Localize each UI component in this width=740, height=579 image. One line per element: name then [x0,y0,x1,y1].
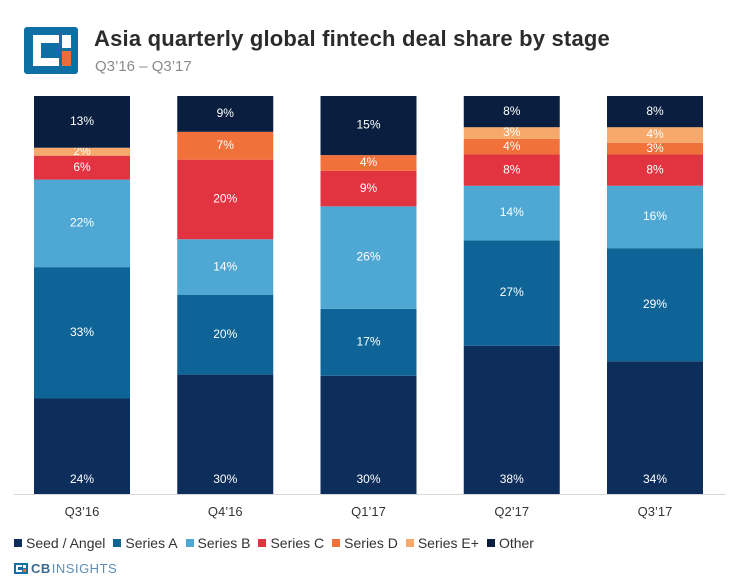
category-label-1: Q3’16 [65,504,100,519]
data-label-other-1: 13% [70,114,94,128]
category-label-3: Q1’17 [351,504,386,519]
bar-segment-series-b-1 [34,179,130,268]
data-label-series-e-5: 4% [646,127,664,141]
bar-segment-series-a-4 [463,240,560,346]
legend-item-other: Other [486,535,534,551]
bar-segment-series-c-4 [463,154,560,186]
bar-segment-series-b-5 [607,185,703,249]
brand-footer: CB INSIGHTS [14,561,117,576]
legend-label-series-a: Series A [125,535,178,551]
legend-swatch-series-d [332,539,341,547]
legend-swatch-seed-angel [14,539,22,547]
data-label-seed-angel-3: 30% [356,472,380,486]
bar-segment-seed-angel-3 [320,375,417,494]
data-label-series-a-1: 33% [70,325,94,339]
bar-segment-series-a-3 [320,308,417,376]
data-label-seed-angel-5: 34% [643,472,667,486]
bar-segment-other-1 [34,96,130,148]
category-label-4: Q2’17 [494,504,529,519]
bar-segment-seed-angel-4 [463,345,560,494]
legend-item-series-c: Series C [258,535,324,551]
data-label-series-b-3: 26% [356,250,380,264]
bar-segment-seed-angel-1 [34,398,130,494]
bar-segment-series-a-2 [177,295,274,375]
data-label-series-c-1: 6% [73,160,91,174]
data-label-series-e-4: 3% [503,125,521,139]
data-label-series-d-4: 4% [503,139,521,153]
legend-swatch-series-b [185,539,194,547]
data-label-series-b-4: 14% [500,205,524,219]
legend-label-other: Other [498,535,534,551]
legend-label-seed-angel: Seed / Angel [26,535,106,551]
bar-segment-series-b-3 [320,206,417,309]
cb-small-logo-icon [14,563,28,574]
legend-swatch-series-e [405,539,414,547]
bar-segment-other-2 [177,96,274,132]
data-label-series-b-1: 22% [70,216,94,230]
chart-title: Asia quarterly global fintech deal share… [94,26,610,51]
bar-segment-series-b-4 [463,185,560,241]
data-label-series-d-5: 3% [646,141,664,155]
bar-segment-series-d-5 [607,142,703,155]
data-label-series-d-3: 4% [360,155,378,169]
legend-swatch-series-a [113,539,122,547]
legend-label-series-c: Series C [270,535,325,551]
bar-segment-other-3 [320,96,417,156]
brand-cb: CB [31,561,51,576]
bar-segment-seed-angel-2 [177,374,274,494]
data-label-seed-angel-1: 24% [70,472,94,486]
legend-item-series-d: Series D [332,535,398,551]
bar-segment-series-c-5 [607,154,703,186]
bar-segment-series-e-4 [463,127,560,139]
bar-segment-series-e-1 [34,147,130,156]
legend-item-seed-angel: Seed / Angel [14,535,105,551]
legend-label-series-b: Series B [197,535,251,551]
category-label-2: Q4’16 [208,504,243,519]
bar-segment-series-e-5 [607,127,703,143]
bar-segment-series-a-5 [607,248,703,362]
data-label-seed-angel-2: 30% [213,472,237,486]
data-label-series-b-2: 14% [213,259,237,273]
bar-segment-series-c-1 [34,155,130,180]
data-label-seed-angel-4: 38% [500,472,524,486]
legend-label-series-d: Series D [344,535,398,551]
data-label-other-2: 9% [217,106,235,120]
bar-segment-series-d-2 [177,131,274,160]
data-label-series-a-5: 29% [643,297,667,311]
brand-insights: INSIGHTS [51,561,118,576]
chart-subtitle: Q3’16 – Q3’17 [95,58,192,75]
data-label-series-c-5: 8% [646,162,664,176]
data-label-other-5: 8% [646,104,664,118]
bar-segment-series-a-1 [34,267,130,399]
data-label-series-b-5: 16% [643,209,667,223]
bar-segment-series-b-2 [177,239,274,295]
data-label-series-c-2: 20% [213,192,237,206]
data-label-series-a-3: 17% [356,334,380,348]
bar-segment-other-5 [607,96,703,128]
legend-item-series-a: Series A [113,535,178,551]
data-label-other-4: 8% [503,104,521,118]
legend-item-series-b: Series B [185,535,251,551]
legend-item-series-e: Series E+ [405,535,479,551]
bar-segment-series-d-4 [463,138,560,155]
bar-segment-series-d-3 [320,155,417,171]
bar-segment-series-c-2 [177,159,274,240]
bar-segment-other-4 [463,96,560,128]
bar-segment-series-c-3 [320,170,417,207]
bar-segment-seed-angel-5 [607,361,703,494]
legend-swatch-series-c [258,539,267,547]
data-label-series-d-2: 7% [217,138,235,152]
data-label-series-c-3: 9% [360,181,378,195]
category-label-5: Q3’17 [638,504,673,519]
data-label-series-a-2: 20% [213,327,237,341]
data-label-series-c-4: 8% [503,162,521,176]
chart-legend: Seed / Angel Series A Series B Series C Seri… [14,535,542,551]
data-label-series-a-4: 27% [500,285,524,299]
cb-insights-logo [24,27,78,74]
data-label-other-3: 15% [356,118,380,132]
legend-swatch-other [486,539,495,547]
legend-label-series-e: Series E+ [417,535,479,551]
